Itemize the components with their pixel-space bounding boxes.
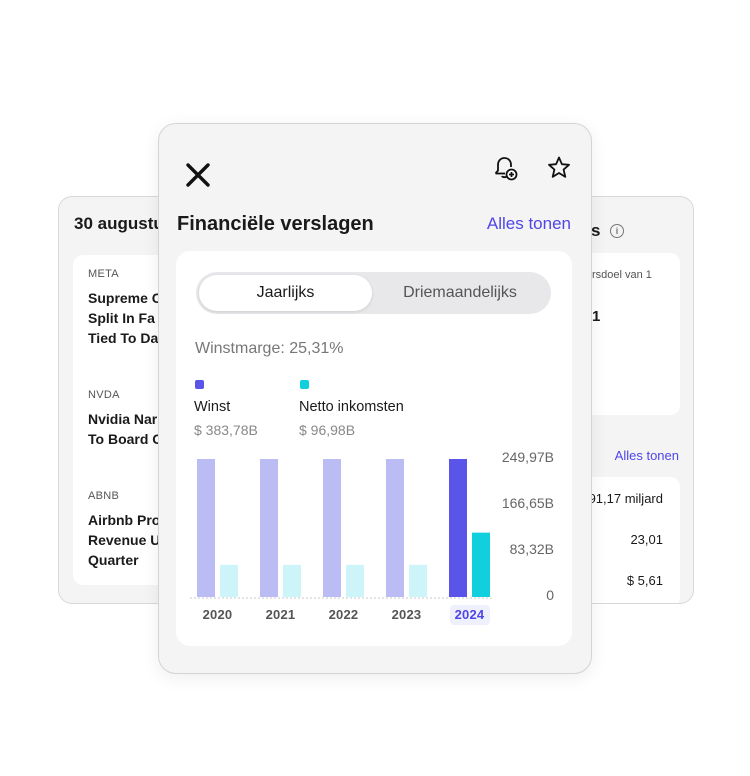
legend-value: $ 383,78B bbox=[194, 422, 258, 438]
news-ticker: META bbox=[88, 268, 119, 280]
bar-net-income-2022[interactable] bbox=[346, 564, 364, 597]
stats-value: $ 5,61 bbox=[626, 573, 663, 588]
bar-profit-2024[interactable] bbox=[449, 459, 467, 597]
financial-reports-card: Financiële verslagen Alles tonen Jaarlij… bbox=[158, 123, 592, 674]
bar-profit-2020[interactable] bbox=[197, 459, 215, 597]
bar-chart bbox=[190, 459, 492, 599]
page-title: Financiële verslagen bbox=[177, 213, 374, 235]
news-item[interactable]: NVDA Nvidia Nar To Board C bbox=[88, 389, 162, 449]
stats-value: 23,01 bbox=[630, 532, 663, 547]
bar-net-income-2020[interactable] bbox=[220, 564, 238, 597]
price-target-value: 1 bbox=[592, 308, 601, 325]
bar-profit-2023[interactable] bbox=[386, 459, 404, 597]
close-icon[interactable] bbox=[183, 160, 213, 190]
bar-profit-2022[interactable] bbox=[323, 459, 341, 597]
news-item[interactable]: META Supreme C Split In Fa Tied To Da bbox=[88, 268, 162, 348]
period-toggle: Jaarlijks Driemaandelijks bbox=[196, 272, 551, 314]
news-title: Airbnb Pro Revenue U Quarter bbox=[88, 512, 161, 568]
bar-net-income-2021[interactable] bbox=[283, 564, 301, 597]
bell-add-icon[interactable] bbox=[491, 154, 519, 182]
news-ticker: NVDA bbox=[88, 389, 120, 401]
bar-net-income-2023[interactable] bbox=[409, 564, 427, 597]
x-tick-label[interactable]: 2024 bbox=[449, 605, 490, 625]
bar-profit-2021[interactable] bbox=[260, 459, 278, 597]
y-tick-label: 83,32B bbox=[509, 541, 554, 557]
x-tick-label[interactable]: 2020 bbox=[202, 607, 233, 622]
x-tick-label[interactable]: 2021 bbox=[265, 607, 296, 622]
show-all-link[interactable]: Alles tonen bbox=[614, 448, 679, 463]
news-ticker: ABNB bbox=[88, 490, 120, 502]
tab-yearly[interactable]: Jaarlijks bbox=[199, 275, 372, 311]
star-icon[interactable] bbox=[545, 154, 573, 182]
info-icon[interactable]: i bbox=[610, 224, 624, 238]
legend-swatch-profit bbox=[195, 380, 204, 389]
news-title: Supreme C Split In Fa Tied To Da bbox=[88, 290, 162, 346]
tab-quarterly[interactable]: Driemaandelijks bbox=[403, 284, 517, 301]
news-title: Nvidia Nar To Board C bbox=[88, 411, 162, 447]
show-all-link[interactable]: Alles tonen bbox=[486, 214, 571, 233]
news-item[interactable]: ABNB Airbnb Pro Revenue U Quarter bbox=[88, 490, 160, 570]
y-tick-label: 249,97B bbox=[501, 449, 554, 465]
profit-margin: Winstmarge: 25,31% bbox=[195, 340, 344, 357]
x-tick-label[interactable]: 2023 bbox=[391, 607, 422, 622]
stats-title: s bbox=[591, 221, 601, 240]
stats-value: 91,17 miljard bbox=[588, 491, 663, 506]
x-tick-label[interactable]: 2022 bbox=[328, 607, 359, 622]
legend-label: Netto inkomsten bbox=[299, 399, 404, 415]
legend-value: $ 96,98B bbox=[299, 422, 356, 438]
y-tick-label: 166,65B bbox=[501, 495, 554, 511]
legend-swatch-net-income bbox=[300, 380, 309, 389]
legend-label: Winst bbox=[194, 399, 231, 415]
news-date: 30 augustus bbox=[74, 214, 174, 233]
price-target-label: rsdoel van 1 bbox=[592, 269, 652, 281]
report-panel: Jaarlijks Driemaandelijks Winstmarge: 25… bbox=[176, 251, 572, 646]
bar-net-income-2024[interactable] bbox=[472, 532, 490, 597]
y-tick-label: 0 bbox=[546, 587, 554, 603]
